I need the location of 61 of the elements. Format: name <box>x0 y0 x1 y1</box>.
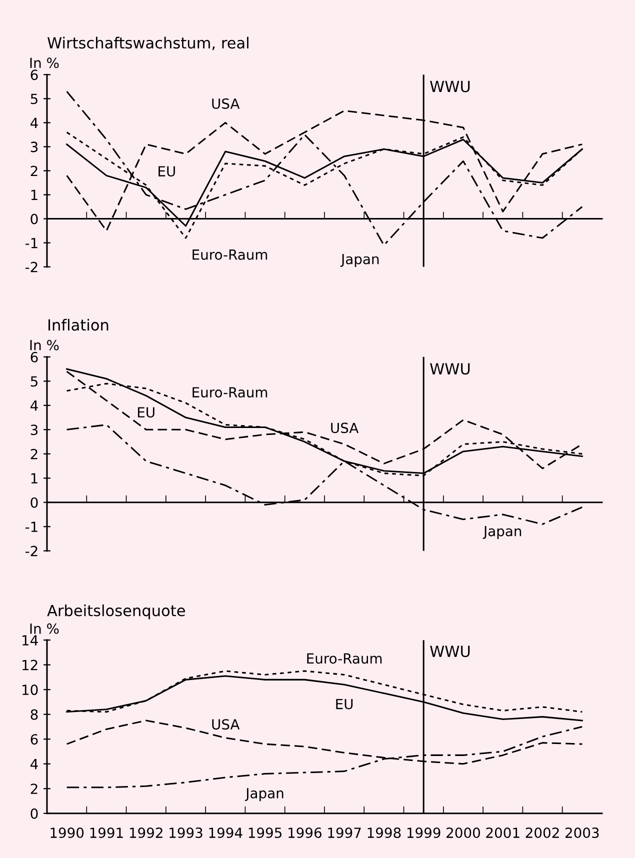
y-axis-title: In % <box>30 623 59 634</box>
y-tick-label: 4 <box>30 400 38 411</box>
y-tick-label: 3 <box>30 424 38 436</box>
y-tick-label: 12 <box>22 660 38 670</box>
x-tick-label: 1999 <box>407 828 440 838</box>
series-label: Japan <box>482 526 522 540</box>
series-label: USA <box>331 422 359 434</box>
series-label: Euro-Raum <box>192 387 268 398</box>
y-tick-label: 5 <box>30 94 38 104</box>
y-axis-title: In % <box>30 58 59 68</box>
x-tick-label: 1994 <box>209 828 242 838</box>
y-tick-label: 0 <box>30 497 38 508</box>
y-tick-label: 5 <box>30 376 38 387</box>
y-tick-label: 6 <box>30 70 38 80</box>
chart-title: Inflation <box>48 318 108 331</box>
x-tick-label: 1997 <box>328 828 361 838</box>
series-label: Euro-Raum <box>192 250 268 260</box>
series-label: EU <box>336 698 353 710</box>
y-tick-label: 2 <box>30 166 38 176</box>
y-tick-label: 1 <box>31 190 38 200</box>
y-tick-label: 10 <box>22 684 38 696</box>
series-label: Euro-Raum <box>307 653 382 664</box>
x-tick-label: 1991 <box>90 828 123 838</box>
y-tick-label: 1 <box>31 473 38 484</box>
y-tick-label: 14 <box>22 635 38 646</box>
chart-title: Arbeitslosenquote <box>47 604 185 620</box>
y-tick-label: 0 <box>30 808 38 819</box>
chart-title: Wirtschaftswachstum, real <box>48 36 248 50</box>
y-tick-label: -2 <box>25 262 38 272</box>
series-label: Japan <box>340 254 379 267</box>
y-tick-label: 0 <box>30 214 38 224</box>
y-tick-label: -1 <box>25 238 38 248</box>
y-tick-label: -1 <box>25 522 38 532</box>
x-tick-label: 2002 <box>526 828 559 838</box>
y-tick-label: 2 <box>30 448 38 460</box>
series-label: Japan <box>244 788 284 802</box>
x-tick-label: 2001 <box>486 828 520 838</box>
x-tick-label: 1992 <box>130 828 162 838</box>
x-tick-label: 2000 <box>446 828 480 838</box>
x-tick-label: 1995 <box>248 828 282 838</box>
y-tick-label: 4 <box>30 118 38 128</box>
ref-line-label: WWU <box>430 80 470 92</box>
y-tick-label: 8 <box>30 709 38 720</box>
y-tick-label: 6 <box>30 734 38 745</box>
series-label: EU <box>138 407 154 418</box>
ref-line-label: WWU <box>430 363 470 375</box>
y-tick-label: 3 <box>30 142 38 152</box>
y-tick-label: 4 <box>30 759 38 770</box>
x-tick-label: 1996 <box>288 828 322 838</box>
ref-line-label: WWU <box>430 646 470 658</box>
series-label: USA <box>212 719 240 730</box>
y-tick-label: -2 <box>25 546 38 556</box>
x-tick-label: 1990 <box>50 828 84 838</box>
series-label: EU <box>158 166 175 177</box>
x-tick-label: 2003 <box>566 828 599 838</box>
y-tick-label: 2 <box>30 784 38 794</box>
y-axis-title: In % <box>30 340 59 350</box>
series-label: USA <box>212 98 240 109</box>
y-tick-label: 6 <box>30 352 38 362</box>
x-tick-label: 1993 <box>170 828 202 838</box>
x-tick-label: 1998 <box>368 828 401 838</box>
